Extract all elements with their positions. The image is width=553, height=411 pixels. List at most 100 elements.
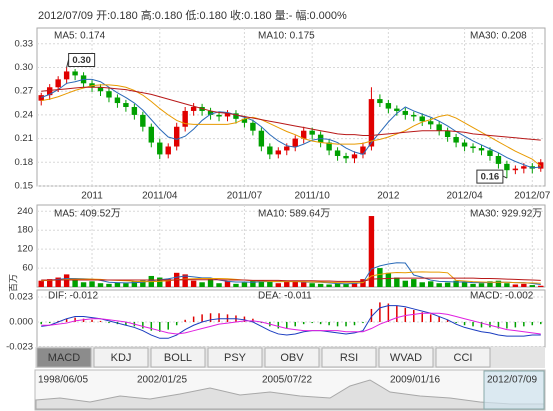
- x-tick-label: 2012: [377, 191, 400, 202]
- volume-bar: [190, 280, 197, 287]
- candle-body: [487, 150, 493, 156]
- ma-line: [41, 86, 541, 141]
- tab[interactable]: [207, 347, 263, 368]
- candle-body: [453, 137, 459, 143]
- candle-body: [216, 114, 222, 117]
- volume-bar: [436, 283, 442, 287]
- y-tick-label: 0.24: [15, 109, 34, 120]
- volume-bar: [55, 277, 61, 287]
- candle-body: [334, 150, 341, 156]
- volume-bar: [275, 283, 282, 287]
- annotation-label: 0.30: [72, 55, 91, 66]
- y-tick-label: 0.27: [15, 86, 34, 97]
- volume-bar: [216, 283, 222, 287]
- candle-body: [478, 148, 485, 151]
- candle-body: [461, 142, 468, 147]
- annotation-label: 0.16: [481, 172, 500, 183]
- volume-bar: [258, 280, 265, 287]
- candle-body: [368, 99, 375, 147]
- y-tick-label: 0.18: [15, 157, 34, 168]
- tab[interactable]: [150, 347, 206, 368]
- volume-bar: [427, 281, 434, 287]
- volume-bar: [63, 274, 70, 287]
- tab-label: CCI: [454, 352, 473, 364]
- volume-bar: [46, 279, 53, 287]
- volume-bar: [241, 282, 248, 287]
- candle-body: [470, 146, 476, 149]
- candle-body: [148, 126, 155, 143]
- navigator-date: 2002/01/25: [137, 375, 187, 386]
- navigator-date: 2005/07/22: [262, 375, 312, 386]
- candle-body: [292, 138, 298, 147]
- volume-bar: [377, 268, 383, 287]
- candle-body: [402, 110, 409, 115]
- y-tick-label: 0.000: [9, 316, 33, 327]
- volume-bar: [292, 280, 298, 287]
- candle-body: [97, 87, 104, 92]
- volume-bar: [199, 282, 205, 287]
- candle-body: [173, 126, 180, 147]
- navigator-date: 1998/06/05: [38, 375, 88, 386]
- tab[interactable]: [36, 347, 92, 368]
- candle-body: [224, 113, 231, 117]
- annotation-box: [68, 53, 96, 67]
- legend-label: MA30: 0.208: [470, 31, 527, 42]
- volume-bar: [267, 281, 273, 287]
- volume-bar: [504, 283, 510, 287]
- ma-line: [41, 84, 542, 167]
- candle-body: [38, 95, 44, 101]
- volume-bar: [106, 283, 112, 287]
- tab-label: PSY: [224, 352, 247, 364]
- volume-bar: [512, 284, 519, 287]
- candle-body: [419, 116, 425, 122]
- tab[interactable]: [321, 347, 377, 368]
- ma-line: [41, 305, 541, 339]
- volume-bar: [538, 285, 544, 287]
- tab-label: MACD: [48, 352, 80, 364]
- tab[interactable]: [435, 347, 491, 368]
- tab[interactable]: [93, 347, 149, 368]
- x-tick-label: 2012/07: [514, 191, 551, 202]
- candle-body: [444, 130, 451, 138]
- candle-body: [63, 71, 70, 80]
- candle-body: [140, 114, 146, 127]
- volume-bar: [89, 281, 95, 287]
- volume-bar: [368, 216, 375, 287]
- y-tick-label: 0.21: [15, 133, 34, 144]
- volume-bar: [334, 283, 341, 287]
- navigator-window[interactable]: [483, 370, 545, 410]
- candle-body: [182, 110, 188, 127]
- candle-body: [326, 142, 332, 151]
- x-tick-label: 2012/04: [446, 191, 483, 202]
- volume-bar: [165, 279, 171, 287]
- volume-bar: [182, 274, 188, 287]
- volume-bar: [470, 283, 476, 287]
- volume-bar: [224, 281, 231, 287]
- volume-bar: [207, 279, 214, 287]
- volume-bar: [394, 277, 400, 287]
- y-tick-label: 0.15: [15, 181, 34, 192]
- candle-body: [512, 168, 519, 171]
- candle-body: [55, 79, 61, 88]
- x-tick-label: 2011/04: [142, 191, 178, 202]
- volume-bar: [402, 280, 409, 287]
- candle-body: [300, 130, 307, 139]
- candle-body: [351, 154, 358, 159]
- volume-bar: [317, 283, 324, 287]
- legend-label: MA5: 0.174: [54, 31, 106, 42]
- volume-bar: [72, 280, 78, 287]
- ma-line: [41, 78, 541, 169]
- volume-bar: [157, 277, 163, 287]
- tab[interactable]: [264, 347, 320, 368]
- tab[interactable]: [378, 347, 434, 368]
- candle-body: [123, 103, 129, 107]
- navigator-date: 2012/07/09: [487, 375, 537, 386]
- y-tick-label: 0.33: [15, 38, 34, 49]
- volume-bar: [351, 282, 358, 287]
- candle-body: [114, 97, 121, 104]
- candle-body: [538, 162, 544, 169]
- volume-bar: [453, 280, 459, 287]
- volume-bar: [80, 282, 87, 287]
- y-tick-label: 0.30: [15, 62, 34, 73]
- volume-bar: [97, 283, 104, 287]
